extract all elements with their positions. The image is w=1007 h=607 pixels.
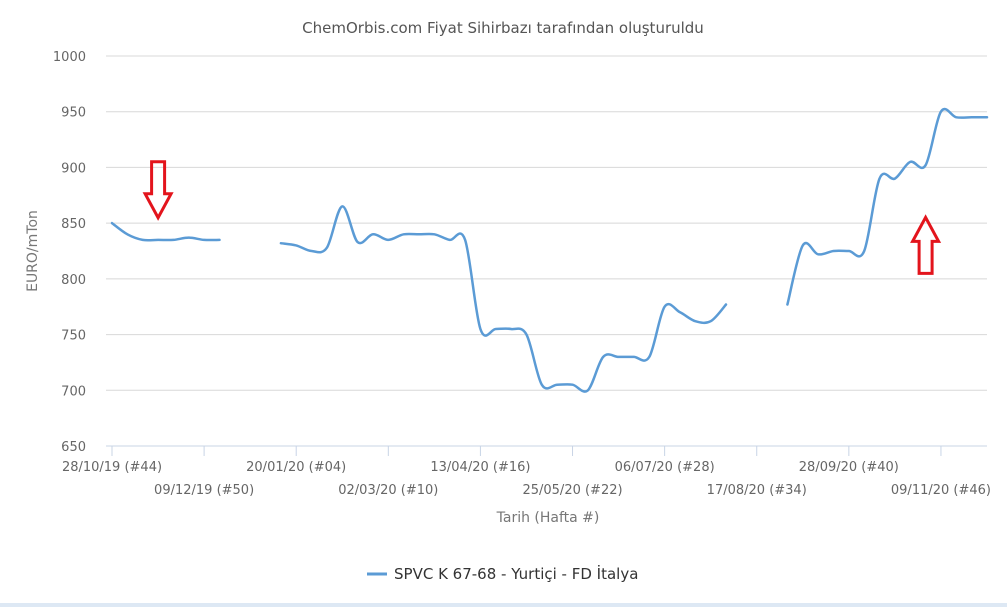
legend[interactable]: SPVC K 67-68 - Yurtiçi - FD İtalya [367, 564, 638, 583]
x-tick-label: 06/07/20 (#28) [615, 460, 715, 475]
y-tick-label: 750 [61, 329, 86, 344]
series-line [786, 107, 989, 306]
x-tick-label: 09/12/19 (#50) [154, 483, 254, 498]
series-line [279, 205, 728, 393]
y-tick-label: 800 [61, 273, 86, 288]
x-tick-label: 09/11/20 (#46) [891, 483, 991, 498]
y-tick-label: 650 [61, 440, 86, 455]
y-tick-label: 850 [61, 217, 86, 232]
x-tick-label: 28/10/19 (#44) [62, 460, 162, 475]
x-tick-label: 25/05/20 (#22) [522, 483, 622, 498]
x-tick-label: 02/03/20 (#10) [338, 483, 438, 498]
y-tick-label: 700 [61, 384, 86, 399]
x-axis-title: Tarih (Hafta #) [496, 510, 600, 526]
chart-title: ChemOrbis.com Fiyat Sihirbazı tarafından… [302, 19, 704, 37]
x-tick-label: 28/09/20 (#40) [799, 460, 899, 475]
down-arrow-annotation [142, 160, 174, 221]
annotation-layer [142, 160, 942, 275]
y-tick-label: 900 [61, 161, 86, 176]
x-tick-label: 17/08/20 (#34) [707, 483, 807, 498]
bottom-border [0, 603, 1007, 607]
gridlines [106, 55, 987, 447]
y-tick-label: 1000 [53, 50, 86, 65]
x-tick-label: 20/01/20 (#04) [246, 460, 346, 475]
y-axis-ticks: 650 700 750 800 850 900 950 1000 [53, 50, 86, 455]
x-axis: 28/10/19 (#44) 09/12/19 (#50) 20/01/20 (#0… [62, 446, 991, 498]
y-axis-title: EURO/mTon [25, 210, 41, 292]
series-line [110, 221, 221, 242]
legend-series-label[interactable]: SPVC K 67-68 - Yurtiçi - FD İtalya [394, 564, 638, 583]
series-layer [110, 107, 989, 393]
y-tick-label: 950 [61, 106, 86, 121]
x-tick-label: 13/04/20 (#16) [430, 460, 530, 475]
up-arrow-annotation [910, 214, 942, 275]
